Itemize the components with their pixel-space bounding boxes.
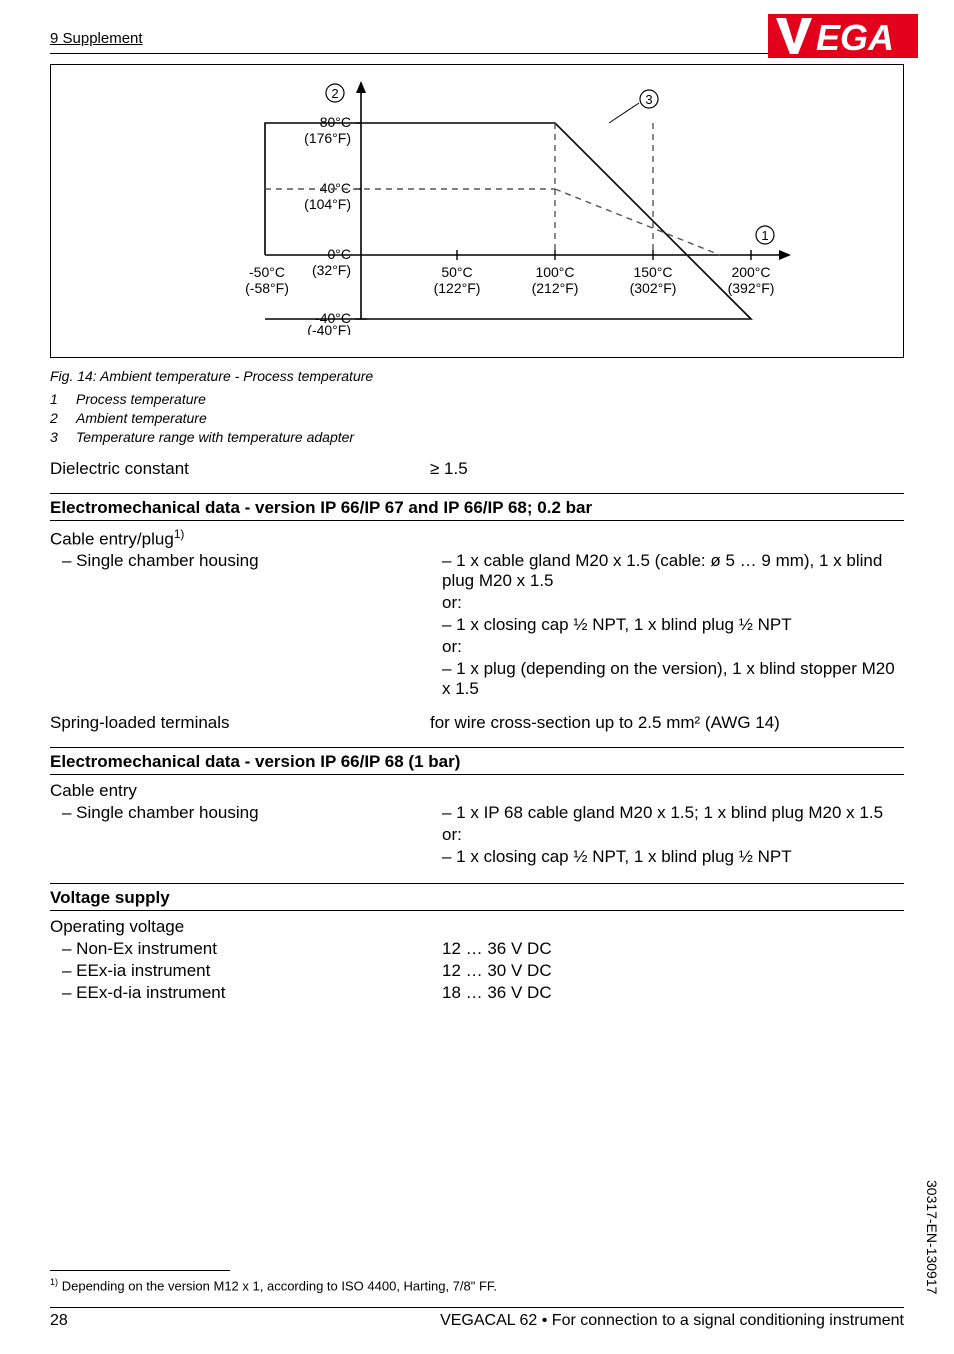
section-title: Electromechanical data - version IP 66/I… — [50, 752, 904, 772]
dielectric-row: Dielectric constant ≥ 1.5 — [50, 459, 904, 479]
single-chamber-row: – Single chamber housing – 1 x cable gla… — [50, 551, 904, 701]
svg-text:(392°F): (392°F) — [728, 280, 775, 296]
legend-item: 2 Ambient temperature — [50, 409, 904, 428]
value-line: or: — [442, 637, 904, 657]
page: EGA 9 Supplement 80°C (176°F) 40°C (104°… — [0, 0, 954, 1354]
svg-text:(32°F): (32°F) — [312, 262, 351, 278]
section-rule — [50, 883, 904, 884]
value-line: – 1 x plug (depending on the version), 1… — [442, 659, 904, 699]
voltage-value: 12 … 36 V DC — [442, 939, 904, 959]
voltage-label: – Non-Ex instrument — [50, 939, 442, 959]
operating-voltage-label: Operating voltage — [50, 917, 904, 937]
single-chamber-label: – Single chamber housing — [50, 803, 442, 869]
legend-num: 3 — [50, 428, 76, 447]
single-chamber-values: – 1 x cable gland M20 x 1.5 (cable: ø 5 … — [442, 551, 904, 701]
side-doc-id: 30317-EN-130917 — [924, 1180, 940, 1294]
svg-text:(212°F): (212°F) — [532, 280, 579, 296]
svg-text:(-40°F): (-40°F) — [307, 322, 351, 335]
voltage-label: – EEx-ia instrument — [50, 961, 442, 981]
svg-text:(104°F): (104°F) — [304, 196, 351, 212]
value-line: – 1 x cable gland M20 x 1.5 (cable: ø 5 … — [442, 551, 904, 591]
cable-entry-text: Cable entry/plug — [50, 529, 174, 548]
svg-text:150°C: 150°C — [633, 264, 672, 280]
svg-text:(302°F): (302°F) — [630, 280, 677, 296]
footer-row: 28 VEGACAL 62 • For connection to a sign… — [50, 1312, 904, 1330]
svg-text:(-58°F): (-58°F) — [245, 280, 289, 296]
value-line: – 1 x IP 68 cable gland M20 x 1.5; 1 x b… — [442, 803, 904, 823]
svg-text:-50°C: -50°C — [249, 264, 285, 280]
svg-text:1: 1 — [761, 228, 768, 243]
svg-text:50°C: 50°C — [441, 264, 472, 280]
svg-text:80°C: 80°C — [320, 114, 351, 130]
footer: 1) Depending on the version M12 x 1, acc… — [50, 1270, 904, 1330]
footer-rule — [50, 1307, 904, 1308]
value-line: or: — [442, 825, 904, 845]
footnote-text: Depending on the version M12 x 1, accord… — [62, 1278, 497, 1293]
voltage-value: 12 … 30 V DC — [442, 961, 904, 981]
legend-item: 3 Temperature range with temperature ada… — [50, 428, 904, 447]
value-line: – 1 x closing cap ½ NPT, 1 x blind plug … — [442, 615, 904, 635]
svg-text:(122°F): (122°F) — [434, 280, 481, 296]
legend-num: 1 — [50, 390, 76, 409]
page-number: 28 — [50, 1312, 68, 1330]
section-rule — [50, 747, 904, 748]
svg-text:40°C: 40°C — [320, 180, 351, 196]
section-rule — [50, 493, 904, 494]
spring-value: for wire cross-section up to 2.5 mm² (AW… — [430, 713, 904, 733]
section-sub-rule — [50, 774, 904, 775]
vega-logo: EGA — [768, 14, 918, 63]
svg-text:2: 2 — [331, 86, 338, 101]
voltage-row: – EEx-d-ia instrument 18 … 36 V DC — [50, 983, 904, 1003]
section-title: Voltage supply — [50, 888, 904, 908]
cable-entry-sup: 1) — [174, 527, 185, 541]
single-chamber-row: – Single chamber housing – 1 x IP 68 cab… — [50, 803, 904, 869]
figure-box: 80°C (176°F) 40°C (104°F) 0°C (32°F) -40… — [50, 64, 904, 358]
svg-text:EGA: EGA — [816, 17, 894, 58]
legend-text: Ambient temperature — [76, 409, 207, 428]
temperature-chart: 80°C (176°F) 40°C (104°F) 0°C (32°F) -40… — [65, 79, 885, 335]
voltage-label: – EEx-d-ia instrument — [50, 983, 442, 1003]
single-chamber-values: – 1 x IP 68 cable gland M20 x 1.5; 1 x b… — [442, 803, 904, 869]
footnote: 1) Depending on the version M12 x 1, acc… — [50, 1277, 904, 1293]
svg-text:3: 3 — [645, 92, 652, 107]
figure-caption: Fig. 14: Ambient temperature - Process t… — [50, 368, 904, 384]
dielectric-value: ≥ 1.5 — [430, 459, 904, 479]
cable-entry-label: Cable entry/plug1) — [50, 527, 904, 550]
legend-text: Temperature range with temperature adapt… — [76, 428, 354, 447]
single-chamber-label: – Single chamber housing — [50, 551, 442, 701]
section-sub-rule — [50, 910, 904, 911]
spring-label: Spring-loaded terminals — [50, 713, 430, 733]
footer-text: VEGACAL 62 • For connection to a signal … — [440, 1312, 904, 1330]
value-line: or: — [442, 593, 904, 613]
footnote-rule — [50, 1270, 230, 1271]
voltage-row: – EEx-ia instrument 12 … 30 V DC — [50, 961, 904, 981]
voltage-value: 18 … 36 V DC — [442, 983, 904, 1003]
svg-text:200°C: 200°C — [731, 264, 770, 280]
dielectric-label: Dielectric constant — [50, 459, 430, 479]
cable-entry-label: Cable entry — [50, 781, 904, 801]
spring-terminals-row: Spring-loaded terminals for wire cross-s… — [50, 713, 904, 733]
legend-num: 2 — [50, 409, 76, 428]
section-title: Electromechanical data - version IP 66/I… — [50, 498, 904, 518]
value-line: – 1 x closing cap ½ NPT, 1 x blind plug … — [442, 847, 904, 867]
voltage-row: – Non-Ex instrument 12 … 36 V DC — [50, 939, 904, 959]
legend-item: 1 Process temperature — [50, 390, 904, 409]
footnote-marker: 1) — [50, 1277, 58, 1287]
svg-text:0°C: 0°C — [328, 246, 352, 262]
section-sub-rule — [50, 520, 904, 521]
figure-legend: 1 Process temperature 2 Ambient temperat… — [50, 390, 904, 447]
svg-text:(176°F): (176°F) — [304, 130, 351, 146]
svg-text:100°C: 100°C — [535, 264, 574, 280]
legend-text: Process temperature — [76, 390, 206, 409]
